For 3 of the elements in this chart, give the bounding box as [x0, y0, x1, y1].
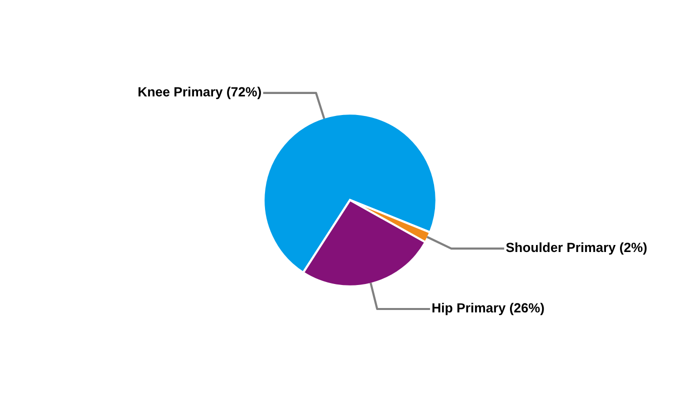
slice-label: Shoulder Primary (2%) [506, 242, 647, 255]
slice-label: Hip Primary (26%) [432, 302, 544, 316]
slice-label: Knee Primary (72%) [138, 86, 261, 100]
